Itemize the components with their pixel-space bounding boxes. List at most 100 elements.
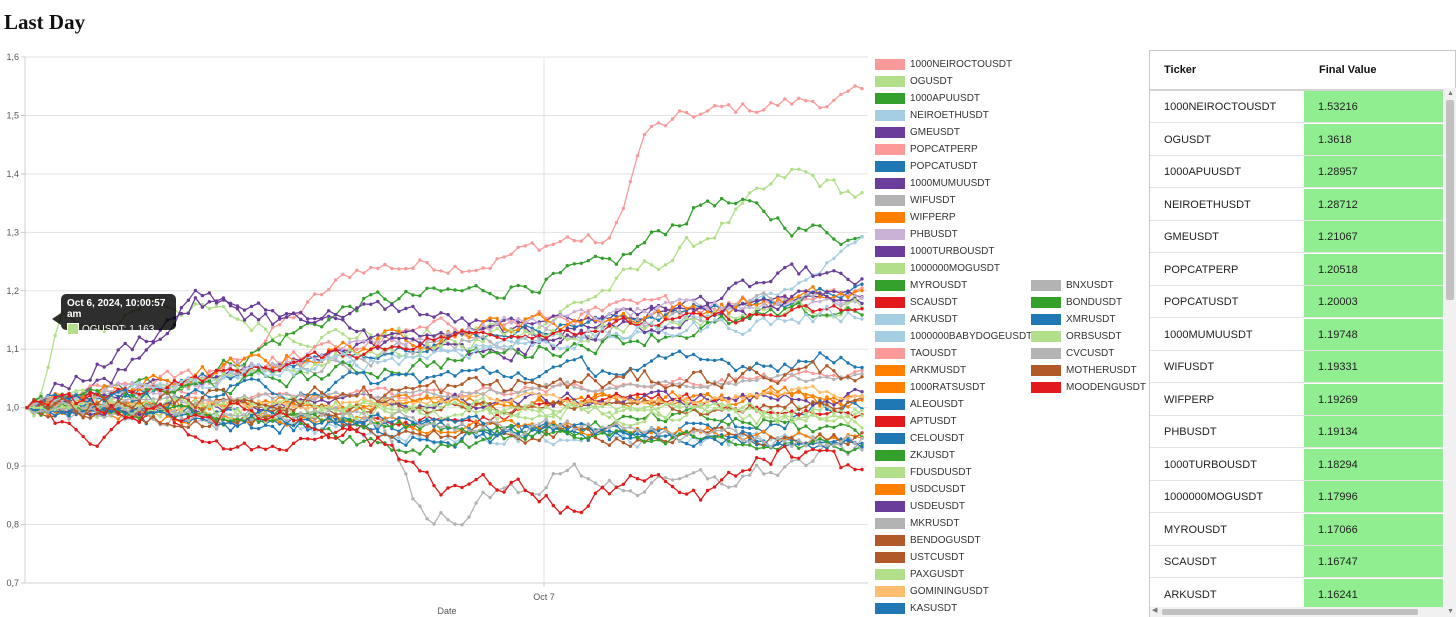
data-point (705, 325, 710, 329)
legend-item[interactable]: MYROUSDT (875, 278, 967, 293)
data-point (649, 322, 654, 326)
data-point (116, 399, 120, 403)
data-point (853, 294, 857, 298)
data-point (818, 432, 822, 436)
data-point (846, 375, 850, 379)
data-point (425, 394, 429, 398)
legend-item[interactable]: USDCUSDT (875, 482, 966, 497)
legend-label: BENDOGUSDT (910, 535, 981, 546)
data-point (186, 383, 191, 387)
data-point (832, 403, 836, 407)
legend-item[interactable]: PHBUSDT (875, 227, 958, 242)
data-point (249, 448, 254, 452)
data-point (635, 368, 640, 372)
legend-item[interactable]: FDUSDUSDT (875, 465, 972, 480)
legend-item[interactable]: ARKMUSDT (875, 363, 966, 378)
legend-item[interactable]: SCAUSDT (875, 295, 958, 310)
data-point (313, 403, 317, 407)
data-point (705, 477, 710, 481)
legend-item[interactable]: ZKJUSDT (875, 448, 955, 463)
legend-item[interactable]: BONDUSDT (1031, 295, 1122, 310)
legend-item[interactable]: CVCUSDT (1031, 346, 1114, 361)
data-point (193, 296, 198, 300)
legend-item[interactable]: MKRUSDT (875, 516, 959, 531)
legend-item[interactable]: TAOUSDT (875, 346, 957, 361)
data-point (565, 235, 569, 239)
data-point (123, 403, 127, 407)
data-point (860, 235, 864, 239)
data-point (720, 428, 724, 433)
data-point (376, 353, 380, 358)
legend-item[interactable]: WIFUSDT (875, 193, 956, 208)
data-point (684, 235, 689, 240)
data-point (727, 317, 731, 322)
legend-item[interactable]: 1000NEIROCTOUSDT (875, 57, 1012, 72)
data-point (235, 414, 240, 419)
legend-item[interactable]: GMEUSDT (875, 125, 960, 140)
data-point (607, 443, 612, 447)
legend-item[interactable]: 1000000BABYDOGEUSDT (875, 329, 1032, 344)
data-point (165, 378, 169, 383)
data-point (734, 398, 738, 403)
legend-item[interactable]: GOMININGUSDT (875, 584, 989, 599)
data-point (277, 447, 282, 452)
data-point (200, 391, 205, 395)
data-point (291, 311, 296, 315)
legend-item[interactable]: BNXUSDT (1031, 278, 1114, 293)
legend-item[interactable]: USDEUSDT (875, 499, 965, 514)
data-point (193, 288, 198, 293)
legend-item[interactable]: MOODENGUSDT (1031, 380, 1146, 395)
legend-item[interactable]: ARKUSDT (875, 312, 958, 327)
data-point (495, 257, 499, 261)
legend-item[interactable]: 1000TURBOUSDT (875, 244, 994, 259)
data-point (705, 391, 710, 396)
data-point (88, 378, 92, 382)
legend-item[interactable]: NEIROETHUSDT (875, 108, 989, 123)
data-point (572, 318, 576, 323)
data-point (263, 399, 268, 403)
legend-item[interactable]: KASUSDT (875, 601, 957, 616)
data-point (551, 271, 555, 276)
legend-item[interactable]: XMRUSDT (1031, 312, 1115, 327)
data-point (411, 387, 415, 391)
data-point (649, 435, 654, 439)
data-point (439, 289, 443, 293)
data-point (439, 373, 443, 377)
data-point (488, 409, 492, 414)
data-point (291, 441, 296, 445)
legend-item[interactable]: 1000MUMUUSDT (875, 176, 991, 191)
data-point (621, 306, 626, 311)
data-point (446, 423, 450, 427)
legend-item[interactable]: APTUSDT (875, 414, 957, 429)
data-point (614, 386, 619, 391)
data-point (467, 376, 471, 381)
legend-item[interactable]: BENDOGUSDT (875, 533, 981, 548)
data-point (270, 444, 275, 448)
legend-item[interactable]: 1000RATSUSDT (875, 380, 985, 395)
legend-item[interactable]: USTCUSDT (875, 550, 964, 565)
data-point (748, 299, 752, 303)
data-point (320, 377, 324, 381)
data-point (88, 390, 92, 395)
legend-item[interactable]: ORBSUSDT (1031, 329, 1122, 344)
data-point (467, 331, 471, 335)
data-point (369, 347, 373, 351)
legend-item[interactable]: 1000000MOGUSDT (875, 261, 1000, 276)
legend-item[interactable]: MOTHERUSDT (1031, 363, 1137, 378)
data-point (621, 441, 626, 445)
data-point (116, 411, 120, 415)
data-point (158, 377, 162, 381)
legend-item[interactable]: POPCATUSDT (875, 159, 978, 174)
legend-item[interactable]: WIFPERP (875, 210, 956, 225)
data-point (249, 402, 254, 406)
legend-item[interactable]: POPCATPERP (875, 142, 978, 157)
legend-item[interactable]: 1000APUUSDT (875, 91, 980, 106)
page-title: Last Day (4, 10, 86, 34)
legend-item[interactable]: OGUSDT (875, 74, 953, 89)
data-point (221, 447, 226, 451)
legend-swatch (875, 552, 905, 563)
legend-item[interactable]: ALEOUSDT (875, 397, 964, 412)
legend-item[interactable]: PAXGUSDT (875, 567, 964, 582)
data-point (734, 321, 738, 325)
legend-item[interactable]: CELOUSDT (875, 431, 964, 446)
